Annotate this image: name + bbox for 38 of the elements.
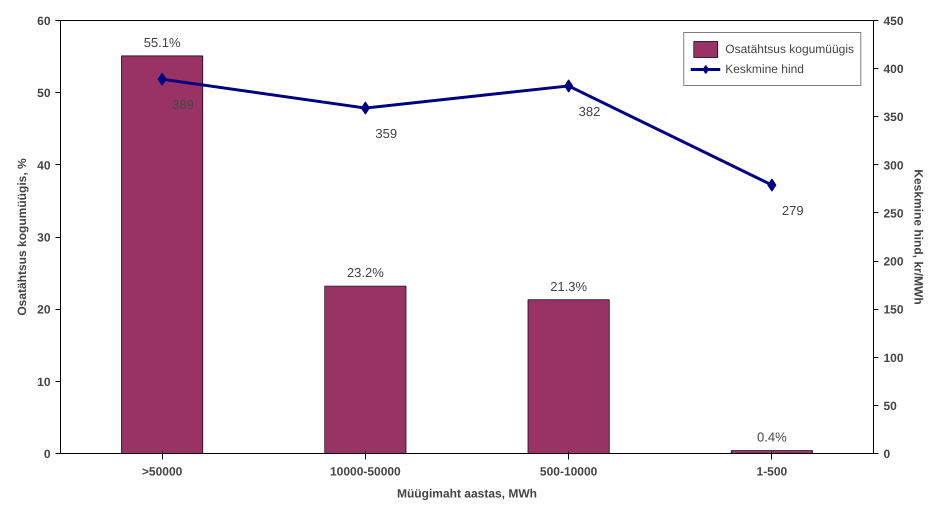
point (158, 72, 167, 86)
data-label: 0.4% (757, 430, 788, 445)
point (360, 102, 370, 115)
y-tick-label: 20 (37, 302, 51, 317)
y2-tick-label: 300 (884, 158, 904, 172)
point (767, 178, 776, 192)
y-tick-label: 60 (37, 14, 51, 28)
legend-label: Osatähtsus kogumüügis (725, 42, 854, 56)
y2-tick-label: 200 (884, 254, 904, 269)
data-label: 279 (782, 203, 804, 218)
x-tick-label: >50000 (142, 464, 183, 478)
data-label: 21.3% (550, 278, 588, 294)
data-label: 23.2% (346, 265, 384, 280)
y2-tick-label: 450 (884, 14, 904, 28)
y2-tick-label: 400 (884, 62, 904, 76)
y-tick-label: 0 (44, 447, 51, 461)
y2-tick-label: 150 (884, 302, 904, 317)
y-axis-title: Osatähtsus kogumüügis, % (15, 158, 30, 316)
x-tick-label: 1-500 (756, 464, 788, 478)
y2-tick-label: 350 (884, 110, 904, 124)
y2-tick-label: 250 (884, 206, 904, 220)
y2-tick-label: 0 (884, 447, 890, 461)
y-tick-label: 10 (37, 374, 51, 389)
y2-tick-label: 100 (884, 350, 904, 365)
y-tick-label: 40 (37, 158, 51, 172)
y2-tick-label: 50 (884, 398, 898, 413)
x-tick-label: 10000-50000 (330, 464, 402, 478)
x-tick-label: 500-10000 (540, 464, 598, 478)
legend-label: Keskmine hind (725, 62, 804, 76)
y2-axis-title: Keskmine hind, kr/MWh (912, 169, 926, 305)
y-tick-label: 30 (37, 230, 51, 244)
point (564, 79, 574, 92)
data-label: 359 (375, 126, 398, 142)
y-tick-label: 50 (37, 86, 51, 100)
data-label: 382 (578, 104, 600, 119)
data-label: 389 (172, 97, 194, 112)
x-axis-title: Müügimaht aastas, MWh (396, 486, 538, 500)
data-label: 55.1% (144, 34, 181, 50)
